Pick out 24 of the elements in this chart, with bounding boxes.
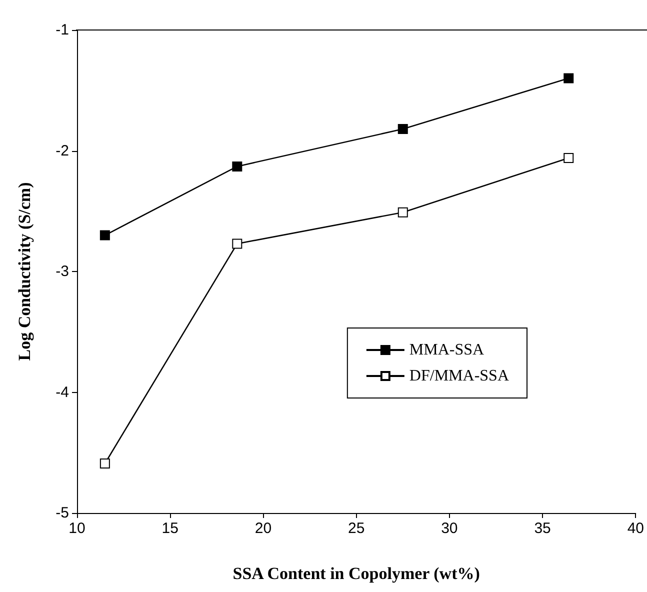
x-tick-label: 40 xyxy=(627,520,644,537)
legend-label: MMA-SSA xyxy=(409,342,485,358)
point xyxy=(398,207,408,218)
y-tick-label: -3 xyxy=(56,263,69,280)
legend-label: DF/MMA-SSA xyxy=(409,368,510,384)
x-axis-title: SSA Content in Copolymer (wt%) xyxy=(232,564,480,583)
point xyxy=(100,458,110,468)
point xyxy=(100,230,110,240)
x-tick-label: 35 xyxy=(534,520,551,537)
x-tick-label: 10 xyxy=(68,520,86,537)
point xyxy=(564,73,574,84)
point xyxy=(564,152,574,163)
x-tick-label: 30 xyxy=(441,520,458,537)
point xyxy=(232,238,242,249)
x-tick-label: 15 xyxy=(162,520,178,537)
x-tick-label: 25 xyxy=(348,520,365,537)
y-axis-title: Log Conductivity (S/cm) xyxy=(15,182,34,361)
point xyxy=(398,124,408,134)
y-tick-label: -5 xyxy=(56,504,69,522)
y-tick-label: -2 xyxy=(56,142,69,160)
y-tick-label: -1 xyxy=(56,22,69,38)
y-tick-label: -4 xyxy=(56,384,69,401)
point xyxy=(232,161,242,172)
x-tick-label: 20 xyxy=(254,520,272,537)
